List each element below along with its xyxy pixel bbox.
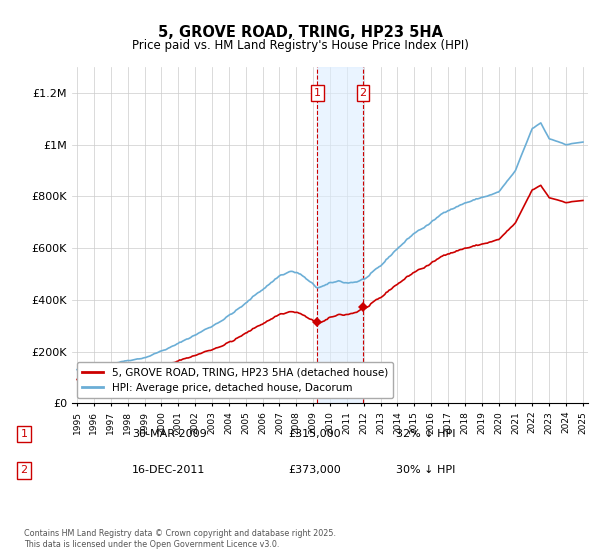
Text: 16-DEC-2011: 16-DEC-2011 [132,465,205,475]
Bar [317,67,363,403]
Text: 1: 1 [20,429,28,439]
Text: 5, GROVE ROAD, TRING, HP23 5HA: 5, GROVE ROAD, TRING, HP23 5HA [157,25,443,40]
Text: 2: 2 [20,465,28,475]
Text: 32% ↓ HPI: 32% ↓ HPI [396,429,455,439]
Text: 30% ↓ HPI: 30% ↓ HPI [396,465,455,475]
Text: £373,000: £373,000 [288,465,341,475]
Text: Contains HM Land Registry data © Crown copyright and database right 2025.
This d: Contains HM Land Registry data © Crown c… [24,529,336,549]
Text: 1: 1 [314,88,321,98]
Text: Price paid vs. HM Land Registry's House Price Index (HPI): Price paid vs. HM Land Registry's House … [131,39,469,52]
Text: £315,000: £315,000 [288,429,341,439]
Text: 2: 2 [359,88,367,98]
Text: 30-MAR-2009: 30-MAR-2009 [132,429,207,439]
Legend: 5, GROVE ROAD, TRING, HP23 5HA (detached house), HPI: Average price, detached ho: 5, GROVE ROAD, TRING, HP23 5HA (detached… [77,362,393,398]
